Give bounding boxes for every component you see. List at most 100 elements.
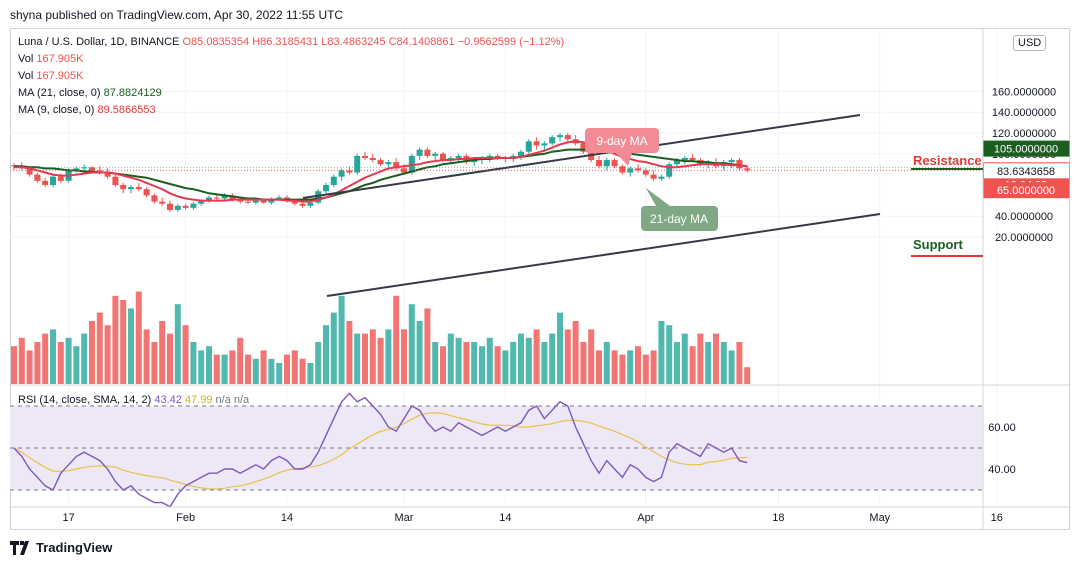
candle-body [174,205,181,210]
volume-bar [151,342,158,384]
volume-bar [213,354,220,384]
volume-bar [323,325,329,384]
candle-body [159,201,166,204]
volume-bar [549,333,556,384]
price-tag-bg [984,163,1069,179]
candle-body [190,203,197,208]
price-tick-label: 140.0000000 [992,107,1056,119]
volume-bar [65,337,72,384]
candle-body [354,155,361,173]
legend-symbol-row: Luna / U.S. Dollar, 1D, BINANCE O85.0835… [18,34,564,51]
volume-bar [596,350,602,384]
volume-bar [525,337,532,384]
candle-body [245,201,251,203]
volume-bar [564,329,571,384]
price-tag-bg [983,182,1070,199]
candle-body [666,164,673,177]
volume-bar [674,342,680,384]
candle-body [432,153,439,156]
volume-bar [315,342,322,384]
price-tag-label: 105.0000000 [994,144,1058,156]
candle-body [198,200,205,204]
time-tick-label: Mar [395,512,414,524]
volume-bar [135,291,142,384]
candle-body [237,200,244,202]
candle-body [167,203,173,210]
volume-bar [603,342,610,384]
volume-bar [401,329,407,384]
legend-ma9-value: 89.5866553 [97,104,156,116]
series-legend: Luna / U.S. Dollar, 1D, BINANCE O85.0835… [18,34,564,119]
candle-body [681,157,688,161]
candle-body [299,203,306,206]
publisher-bar: shyna published on TradingView.com, Apr … [0,0,1079,28]
candle-body [96,170,103,173]
volume-bar [393,295,400,384]
volume-bar [486,337,493,384]
candle-body [81,167,88,169]
footer-brand[interactable]: TradingView [10,540,112,555]
candle-body [362,155,368,158]
candle-body [151,195,158,202]
resistance-marker: Resistance [911,153,983,170]
candle-body [291,200,298,204]
time-tick-label: 17 [62,512,74,524]
candle-body [596,160,602,167]
candle-body [120,185,127,190]
chart-frame[interactable] [10,28,1070,530]
volume-bar [221,354,228,384]
volume-bar [206,346,212,384]
candle-body [510,155,517,158]
volume-bar [89,321,95,384]
volume-bar [666,325,673,384]
candle-body [580,143,587,152]
legend-vol-label: Vol [18,53,34,65]
volume-bar [362,333,368,384]
volume-bar [50,329,56,384]
volume-bar [689,346,696,384]
candle-body [221,195,228,199]
ma9-callout-text: 9-day MA [596,134,647,148]
candle-body [471,160,478,163]
rsi-legend: RSI (14, close, SMA, 14, 2) 43.42 47.99 … [18,394,249,406]
volume-bar [619,354,626,384]
candle-body [346,170,353,173]
ma21-callout: 21-day MA [641,188,718,231]
volume-bar [299,358,306,384]
volume-bar [159,321,166,384]
upper-trendline [302,114,861,199]
candle-body [307,202,314,206]
candle-body [377,160,384,165]
candle-body [611,160,618,167]
volume-bar [284,354,290,384]
volume-bar [112,295,119,384]
legend-ma21-value: 87.8824129 [103,87,162,99]
volume-bar [580,342,587,384]
legend-ma9-label: MA (9, close, 0) [18,104,95,116]
volume-bar [245,354,251,384]
volume-bar [541,342,548,384]
candle-body [518,151,524,156]
currency-badge[interactable]: USD [1013,35,1047,51]
volume-bar [276,363,283,384]
candle-body [213,197,220,199]
volume-bar [143,329,150,384]
candle-body [369,157,376,161]
volume-bar [447,333,454,384]
volume-bar [190,342,197,384]
volume-bar [479,346,485,384]
rsi-ma-line [13,412,748,490]
price-channel [10,114,983,297]
legend-ma9-row: MA (9, close, 0) 89.5866553 [18,102,564,119]
time-tick-label: 14 [281,512,293,524]
candle-body [323,185,329,192]
candle-body [206,197,212,201]
candle-body [229,195,236,201]
candle-body [112,176,119,185]
price-tag-bg [983,140,1070,157]
volume-bar [627,350,634,384]
volume-bars [11,291,751,384]
time-tick-label: 18 [772,512,784,524]
ma21-callout-bg [641,206,718,231]
